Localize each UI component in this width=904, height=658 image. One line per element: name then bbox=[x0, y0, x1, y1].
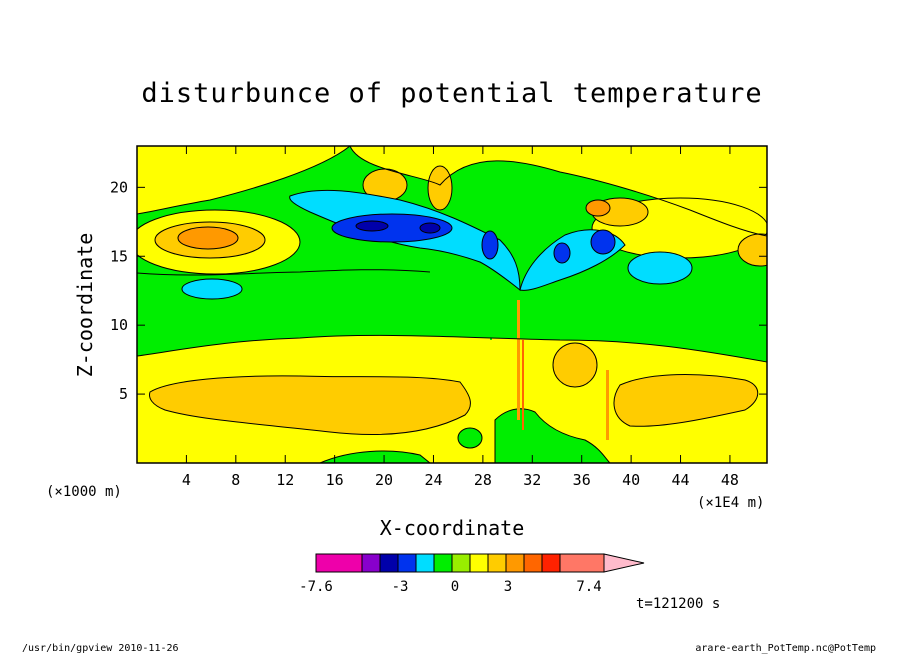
cold-core-navy bbox=[355, 220, 389, 232]
x-tick-label: 36 bbox=[573, 471, 591, 489]
colorbar-swatch bbox=[541, 553, 561, 573]
y-tick-label: 5 bbox=[119, 385, 128, 403]
footer-right: arare-earth_PotTemp.nc@PotTemp bbox=[695, 643, 876, 654]
x-tick-label: 8 bbox=[231, 471, 240, 489]
colorbar-swatch bbox=[397, 553, 417, 573]
colorbar-swatch bbox=[315, 553, 363, 573]
warm-blob-mid bbox=[552, 342, 598, 388]
colorbar-tick-label: 0 bbox=[451, 579, 459, 595]
colorbar-tick-label: 3 bbox=[504, 579, 512, 595]
cold-core-blue-mid bbox=[481, 230, 499, 260]
x-tick-label: 16 bbox=[326, 471, 344, 489]
y-tick-label: 20 bbox=[110, 178, 128, 196]
colorbar-tick-label: 7.4 bbox=[576, 579, 601, 595]
upper-yellow bbox=[137, 146, 767, 236]
lower-zero-patch-left bbox=[319, 450, 431, 463]
cold-core-blue bbox=[331, 213, 453, 243]
hot-core-left bbox=[177, 226, 239, 250]
colorbar-swatch bbox=[559, 553, 605, 573]
hot-core-right bbox=[585, 199, 611, 217]
colorbar-swatch bbox=[505, 553, 525, 573]
colorbar-extend-arrow bbox=[603, 553, 645, 573]
colorbar-swatch bbox=[487, 553, 507, 573]
colorbar-swatch bbox=[415, 553, 435, 573]
x-tick-label: 32 bbox=[523, 471, 541, 489]
y-tick-label: 15 bbox=[110, 247, 128, 265]
streak-4 bbox=[490, 300, 492, 340]
colorbar-tick-label: -7.6 bbox=[299, 579, 333, 595]
x-tick-label: 20 bbox=[375, 471, 393, 489]
x-axis-ticks: 4 8 12 16 20 24 28 32 36 40 44 48 bbox=[182, 146, 739, 489]
chart-title: disturbunce of potential temperature bbox=[141, 78, 762, 109]
x-tick-label: 44 bbox=[671, 471, 689, 489]
colorbar-tick-label: -3 bbox=[392, 579, 409, 595]
x-tick-label: 28 bbox=[474, 471, 492, 489]
cold-blob-left bbox=[181, 278, 243, 300]
x-tick-label: 40 bbox=[622, 471, 640, 489]
top-warm-blob-2 bbox=[427, 165, 453, 211]
footer-left: /usr/bin/gpview 2010-11-26 bbox=[22, 643, 179, 654]
plot-area bbox=[137, 146, 767, 463]
lower-zero-blob bbox=[457, 427, 483, 449]
cold-core-blue-right bbox=[553, 242, 571, 264]
warm-edge-right bbox=[737, 233, 767, 267]
x-axis-label: X-coordinate bbox=[380, 516, 525, 540]
contour-1 bbox=[137, 334, 767, 363]
streak-2 bbox=[522, 340, 524, 430]
contour-3 bbox=[349, 146, 767, 237]
cold-core-navy-2 bbox=[419, 222, 441, 234]
colorbar-swatch bbox=[433, 553, 453, 573]
colorbar-swatch bbox=[361, 553, 381, 573]
upper-yellow-left bbox=[137, 146, 350, 214]
streak-5 bbox=[510, 300, 512, 330]
lower-warm-band-right bbox=[613, 374, 759, 427]
contour-2 bbox=[137, 146, 351, 215]
contour-4 bbox=[137, 269, 431, 276]
colorbar-swatch bbox=[451, 553, 471, 573]
cold-blob-right bbox=[627, 251, 693, 285]
x-tick-label: 4 bbox=[182, 471, 191, 489]
time-annotation: t=121200 s bbox=[636, 596, 720, 612]
plot-frame bbox=[136, 145, 768, 464]
y-axis-label: Z-coordinate bbox=[73, 233, 97, 378]
x-tick-label: 48 bbox=[721, 471, 739, 489]
streak-3 bbox=[606, 370, 609, 440]
x-unit-right: (×1E4 m) bbox=[697, 495, 764, 511]
colorbar-swatch bbox=[379, 553, 399, 573]
x-tick-label: 24 bbox=[424, 471, 442, 489]
colorbar-swatch bbox=[469, 553, 489, 573]
colorbar bbox=[315, 553, 645, 573]
streak-1 bbox=[517, 300, 520, 420]
y-tick-label: 10 bbox=[110, 316, 128, 334]
x-unit-left: (×1000 m) bbox=[46, 484, 122, 500]
colorbar-swatch bbox=[523, 553, 543, 573]
colorbar-ticks: -7.6 -3 0 3 7.4 bbox=[299, 579, 602, 595]
cold-core-blue-right2 bbox=[590, 229, 616, 255]
lower-warm-band bbox=[149, 375, 471, 436]
y-axis-ticks: 5 10 15 20 bbox=[110, 178, 767, 403]
x-tick-label: 12 bbox=[276, 471, 294, 489]
